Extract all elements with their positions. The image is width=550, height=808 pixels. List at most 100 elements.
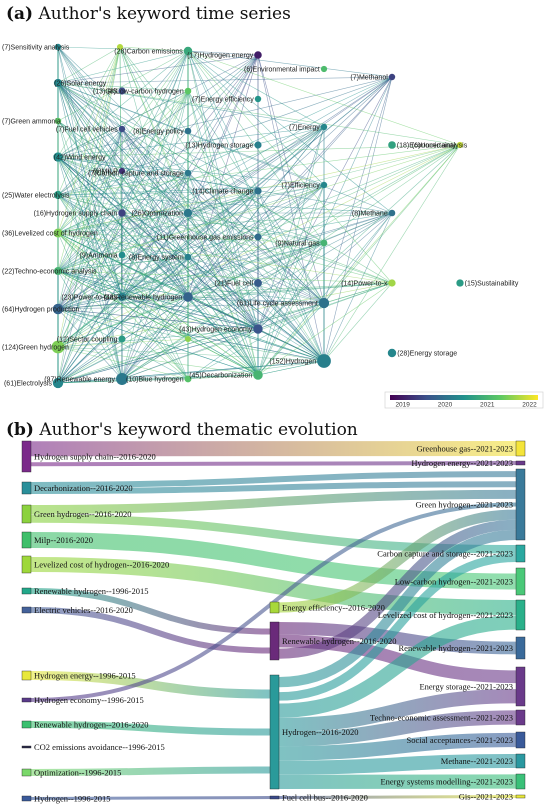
network-edge: [57, 54, 259, 84]
keyword-node-ccs: [184, 169, 192, 177]
keyword-node-sector: [118, 335, 126, 343]
network-edge: [57, 144, 461, 384]
network-edge: [57, 50, 189, 158]
keyword-node-ensys: [184, 253, 192, 261]
keyword-label-h2sc: (16)Hydrogen supply chain: [34, 210, 118, 217]
colorbar-tick-label: 2022: [522, 402, 537, 409]
panel-b-title: (b) Author's keyword thematic evolution: [6, 420, 358, 440]
network-edge: [257, 302, 325, 330]
network-edge: [187, 50, 393, 78]
network-edge: [121, 212, 393, 298]
sankey-label-m_eneff: Energy efficiency--2016-2020: [282, 603, 385, 613]
network-edge: [323, 76, 393, 304]
network-edge: [57, 172, 189, 272]
sankey-node-s_greenh2: [21, 504, 32, 524]
network-edge: [57, 270, 259, 330]
network-edge: [57, 82, 325, 362]
keyword-node-ptg: [117, 292, 127, 302]
network-edge: [57, 76, 393, 310]
sankey-flow: [30, 721, 271, 736]
keyword-node-hydrogen_energy: [254, 51, 262, 59]
network-edge: [57, 120, 123, 298]
network-labels: (7)Sensitivity analysis (28)Carbon emissi…: [2, 44, 519, 387]
colorbar-tick-label: 2019: [395, 402, 410, 409]
network-edge: [57, 82, 123, 298]
sankey-node-t_lowc: [515, 567, 526, 596]
sankey-flow: [30, 796, 271, 800]
network-edge: [57, 296, 189, 310]
network-edge: [57, 82, 189, 380]
sankey-label-s_renh2_96: Renewable hydrogen--1996-2015: [34, 586, 148, 596]
sankey-flow: [30, 557, 517, 615]
network-edge: [57, 156, 393, 214]
network-edge: [57, 50, 189, 84]
network-edge: [57, 144, 461, 272]
network-edge: [57, 144, 461, 348]
network-nodes: [51, 43, 464, 389]
network-edge: [121, 296, 259, 330]
keyword-node-solar: [53, 78, 63, 88]
sankey-node-s_h2en: [21, 670, 32, 681]
network-edge: [57, 156, 259, 376]
network-edge: [57, 50, 189, 272]
sankey-label-s_ev: Electric vehicles--2016-2020: [34, 605, 133, 615]
sankey-label-t_tea: Techno-economic assessment--2021-2023: [370, 713, 513, 723]
keyword-node-milp: [118, 167, 126, 175]
network-edge: [121, 50, 189, 298]
keyword-label-efficiency: (7)Efficiency: [281, 182, 320, 189]
network-edge: [57, 308, 259, 330]
network-edge: [187, 50, 325, 186]
keyword-label-blueh2: (10)Blue hydrogen: [126, 376, 184, 383]
network-edge: [121, 190, 259, 298]
network-edge: [187, 328, 259, 380]
sankey-node-t_ccs: [515, 544, 526, 563]
keyword-label-methane: (8)Methane: [352, 210, 388, 217]
keyword-label-enstorage: (28)Energy storage: [397, 350, 457, 357]
network-edge: [121, 76, 393, 298]
network-edge: [57, 212, 189, 310]
network-edge: [57, 120, 123, 380]
network-edge: [257, 144, 461, 376]
network-edge: [121, 144, 461, 298]
sankey-flows: [30, 441, 517, 800]
keyword-label-lcoh: (36)Levelized cost of hydrogen: [2, 230, 98, 237]
network-edge: [121, 128, 189, 214]
sankey-flow: [30, 766, 271, 776]
network-edge: [57, 128, 123, 196]
keyword-label-electrolysis: (61)Electrolysis: [4, 380, 52, 387]
sankey-flow: [278, 553, 517, 701]
network-edge: [57, 126, 325, 272]
network-edge: [57, 212, 189, 272]
keyword-label-ghg: (11)Greenhouse gas emissions: [157, 234, 254, 241]
sankey-labels: Hydrogen supply chain--2016-2020 Decarbon…: [34, 444, 513, 804]
network-edge: [57, 172, 189, 310]
network-edge: [187, 50, 393, 284]
sankey-node-t_social: [515, 731, 526, 749]
network-edge: [57, 338, 189, 348]
network-edge: [323, 282, 393, 362]
network-edge: [187, 144, 461, 298]
network-edge: [57, 232, 259, 376]
keyword-node-small1: [116, 43, 124, 51]
keyword-label-env_impact: (6)Environmental impact: [244, 66, 320, 73]
keyword-node-green_ammonia: [54, 117, 62, 125]
network-edge: [187, 50, 461, 146]
sankey-node-s_renh2_96: [21, 587, 32, 595]
keyword-label-h2prod: (64)Hydrogen production: [2, 306, 80, 313]
sankey-label-s_milp: Milp--2016-2020: [34, 535, 93, 545]
keyword-label-h2storage: (13)Hydrogen storage: [185, 142, 253, 149]
sankey-label-s_co2: CO2 emissions avoidance--1996-2015: [34, 742, 165, 752]
keyword-label-climate: (14)Climate change: [192, 188, 253, 195]
network-edge: [187, 76, 393, 214]
sankey-node-s_lcoh: [21, 555, 32, 574]
sankey-node-t_h2en: [515, 460, 526, 466]
network-edge: [257, 126, 325, 376]
network-edge: [57, 50, 189, 122]
keyword-label-tea: (22)Techno-economic analysis: [2, 268, 97, 275]
network-edge: [57, 156, 189, 174]
network-edge: [187, 50, 259, 192]
network-edge: [187, 212, 325, 362]
network-edge: [57, 270, 189, 380]
network-edge: [57, 50, 189, 310]
network-edge: [187, 302, 325, 380]
